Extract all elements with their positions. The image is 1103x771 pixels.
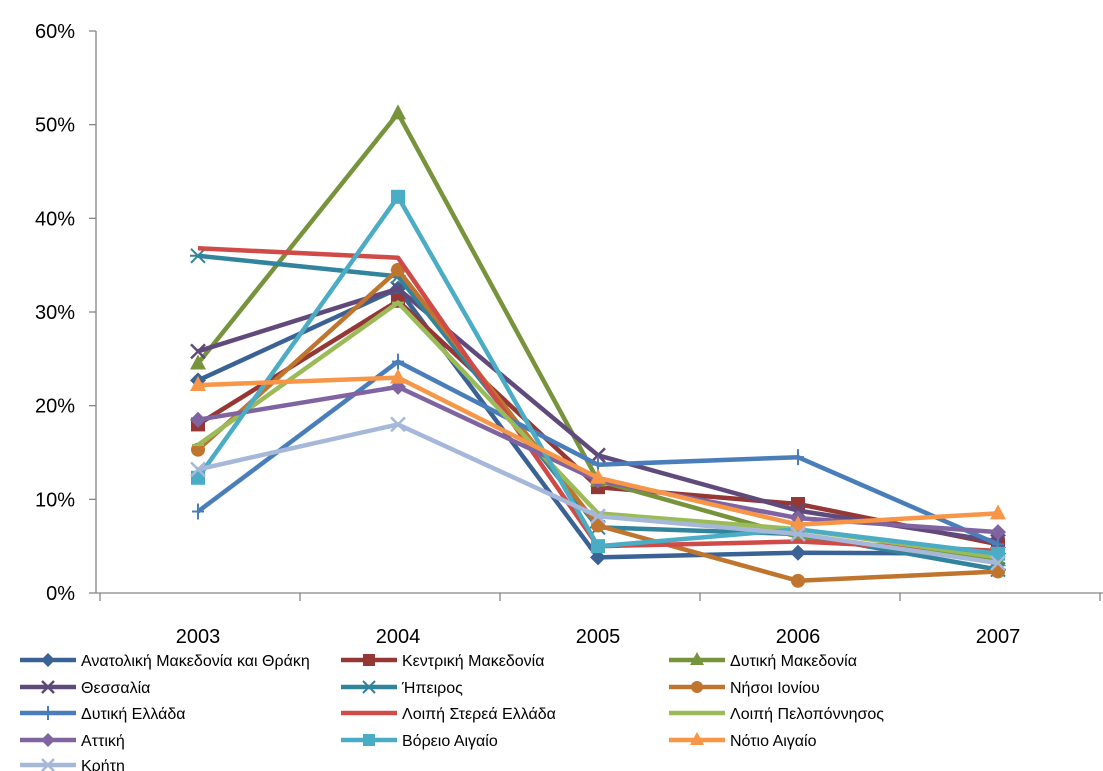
legend-item: Βόρειο Αιγαίο	[341, 733, 498, 750]
y-tick-label: 30%	[35, 302, 75, 324]
data-point-marker	[190, 461, 206, 478]
legend-label: Αττική	[81, 733, 125, 750]
y-tick-labels: 0% 10% 20% 30% 40% 50% 60%	[35, 21, 75, 605]
data-point-marker	[41, 733, 55, 747]
legend-item: Ήπειρος	[341, 680, 463, 697]
series-line	[196, 267, 999, 584]
legend-item: Κρήτη	[20, 758, 125, 771]
data-point-marker	[43, 706, 53, 720]
data-point-marker	[191, 442, 205, 457]
data-point-marker	[591, 539, 605, 554]
data-point-marker	[590, 468, 606, 484]
data-point-marker	[41, 758, 55, 771]
chart-legend: Ανατολική Μακεδονία και Θράκη Κεντρική Μα…	[20, 652, 884, 771]
legend-item: Νήσοι Ιονίου	[669, 680, 820, 697]
y-tick-label: 50%	[35, 115, 75, 137]
data-point-marker	[791, 573, 805, 588]
series-4	[190, 280, 1006, 550]
data-point-marker	[192, 503, 204, 520]
series-line	[196, 194, 999, 556]
legend-label: Λοιπή Πελοπόννησος	[730, 706, 884, 723]
legend-item: Νότιο Αιγαίο	[669, 732, 817, 750]
series-11	[191, 189, 1005, 561]
y-tick-label: 10%	[35, 489, 75, 511]
data-point-marker	[991, 546, 1005, 561]
series-12	[190, 368, 1006, 531]
legend-label: Βόρειο Αιγαίο	[402, 733, 498, 750]
legend-label: Νότιο Αιγαίο	[730, 733, 817, 750]
x-tick-label: 2005	[576, 626, 621, 648]
data-point-marker	[190, 248, 206, 264]
series-6	[191, 262, 1005, 588]
x-tick-labels: 2003 2004 2005 2006 2007	[176, 626, 1021, 648]
data-point-marker	[691, 681, 703, 693]
legend-item: Λοιπή Πελοπόννησος	[669, 706, 884, 723]
x-tick-label: 2003	[176, 626, 221, 648]
data-point-marker	[363, 734, 375, 746]
data-point-marker	[390, 416, 406, 433]
data-point-marker	[790, 544, 806, 561]
legend-label: Κεντρική Μακεδονία	[402, 653, 544, 670]
data-point-marker	[362, 680, 376, 694]
legend-item: Δυτική Ελλάδα	[20, 706, 186, 723]
legend-label: Κρήτη	[81, 758, 125, 771]
data-point-marker	[990, 555, 1006, 571]
data-point-marker	[790, 515, 806, 531]
series-3	[190, 104, 1006, 567]
data-point-marker	[792, 449, 804, 466]
legend-item: Κεντρική Μακεδονία	[341, 653, 544, 670]
y-tick-label: 40%	[35, 208, 75, 230]
data-point-marker	[41, 680, 55, 694]
data-point-marker	[41, 653, 55, 667]
data-point-marker	[190, 343, 206, 360]
legend-item: Δυτική Μακεδονία	[669, 652, 857, 670]
data-point-marker	[390, 368, 406, 384]
data-point-marker	[390, 104, 406, 120]
series-lines	[190, 104, 1006, 588]
data-point-marker	[990, 524, 1006, 541]
data-point-marker	[690, 732, 704, 745]
data-point-marker	[190, 411, 206, 428]
legend-item: Λοιπή Στερεά Ελλάδα	[341, 706, 556, 723]
chart-axes	[89, 30, 1103, 601]
x-tick-label: 2006	[776, 626, 821, 648]
y-tick-label: 60%	[35, 21, 75, 43]
data-point-marker	[190, 376, 206, 392]
legend-label: Ήπειρος	[401, 680, 463, 697]
legend-label: Θεσσαλία	[81, 680, 150, 697]
data-point-marker	[790, 526, 806, 542]
y-tick-label: 20%	[35, 396, 75, 418]
legend-label: Λοιπή Στερεά Ελλάδα	[402, 706, 556, 723]
data-point-marker	[590, 549, 606, 566]
data-point-marker	[591, 518, 605, 533]
data-point-marker	[392, 353, 404, 370]
series-13	[190, 416, 1006, 571]
legend-label: Δυτική Ελλάδα	[81, 706, 186, 723]
legend-item: Ανατολική Μακεδονία και Θράκη	[20, 653, 310, 670]
x-tick-label: 2007	[976, 626, 1021, 648]
data-point-marker	[590, 508, 606, 525]
data-point-marker	[990, 504, 1006, 520]
legend-label: Ανατολική Μακεδονία και Θράκη	[81, 653, 310, 670]
data-point-marker	[190, 354, 206, 370]
y-tick-label: 0%	[46, 583, 75, 605]
legend-item: Αττική	[20, 733, 125, 750]
legend-label: Νήσοι Ιονίου	[730, 680, 820, 697]
data-point-marker	[363, 654, 375, 666]
data-point-marker	[690, 652, 704, 665]
legend-item: Θεσσαλία	[20, 680, 150, 697]
data-point-marker	[391, 189, 405, 204]
x-tick-label: 2004	[376, 626, 421, 648]
legend-label: Δυτική Μακεδονία	[730, 653, 857, 670]
